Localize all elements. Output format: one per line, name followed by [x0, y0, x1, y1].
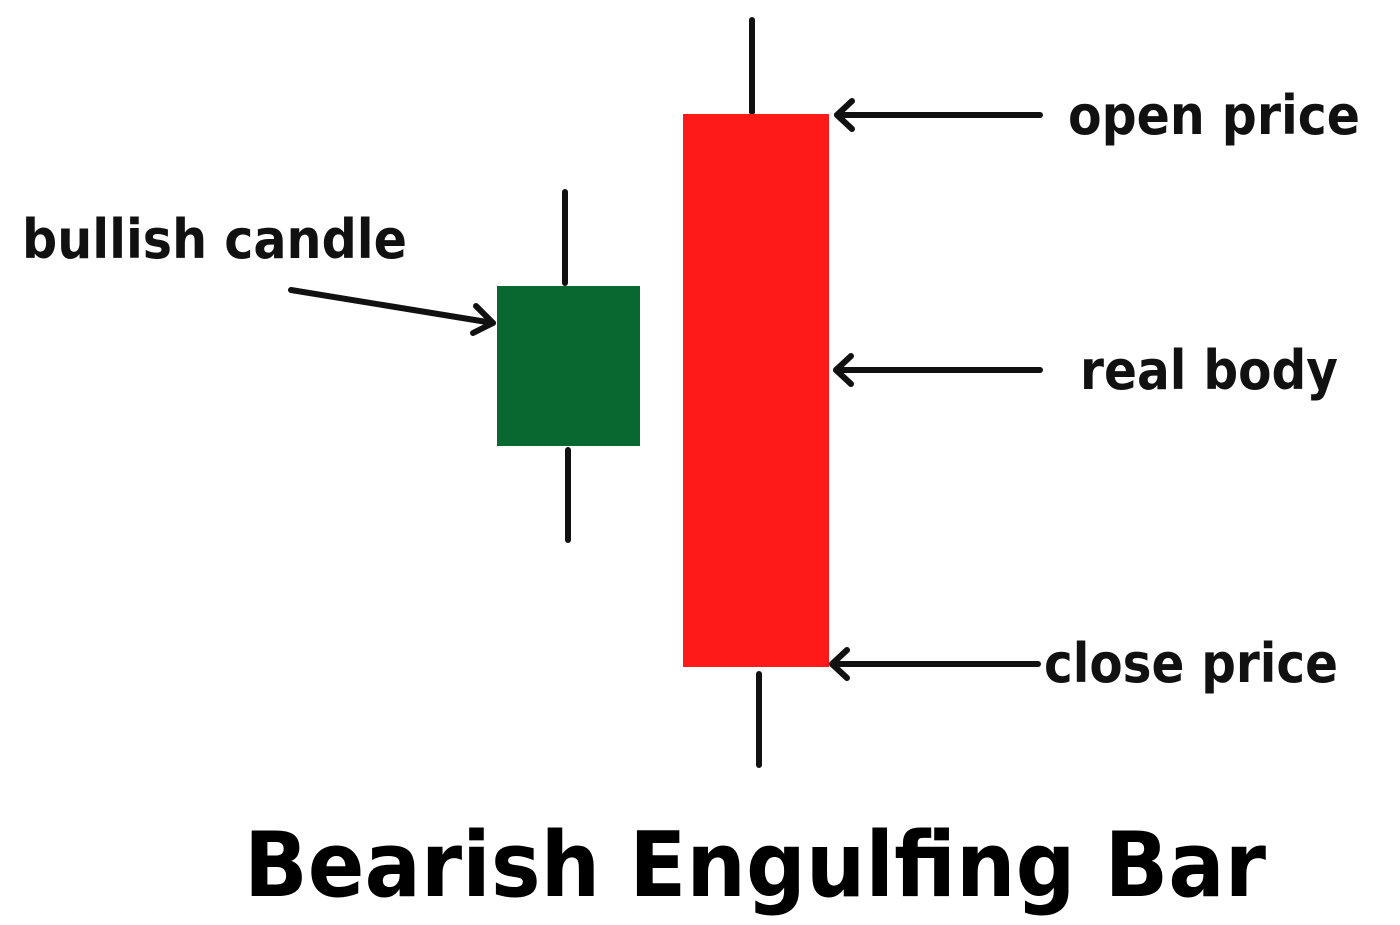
bullish-candle-label: bullish candle — [22, 208, 407, 271]
real-body-label: real body — [1080, 339, 1338, 402]
bullish-candlestick — [497, 189, 640, 543]
open-price-label: open price — [1068, 84, 1360, 147]
bullish-candle-arrow — [288, 287, 496, 336]
open-price-arrow — [834, 98, 1043, 132]
bullish-candle-body — [497, 286, 640, 446]
close-price-label: close price — [1044, 632, 1338, 695]
real-body-arrow — [833, 353, 1043, 387]
bearish-candle-body — [683, 114, 829, 667]
bearish-candlestick — [683, 17, 829, 768]
diagram-title: Bearish Engulfing Bar — [244, 813, 1267, 918]
close-price-arrow — [829, 647, 1041, 681]
